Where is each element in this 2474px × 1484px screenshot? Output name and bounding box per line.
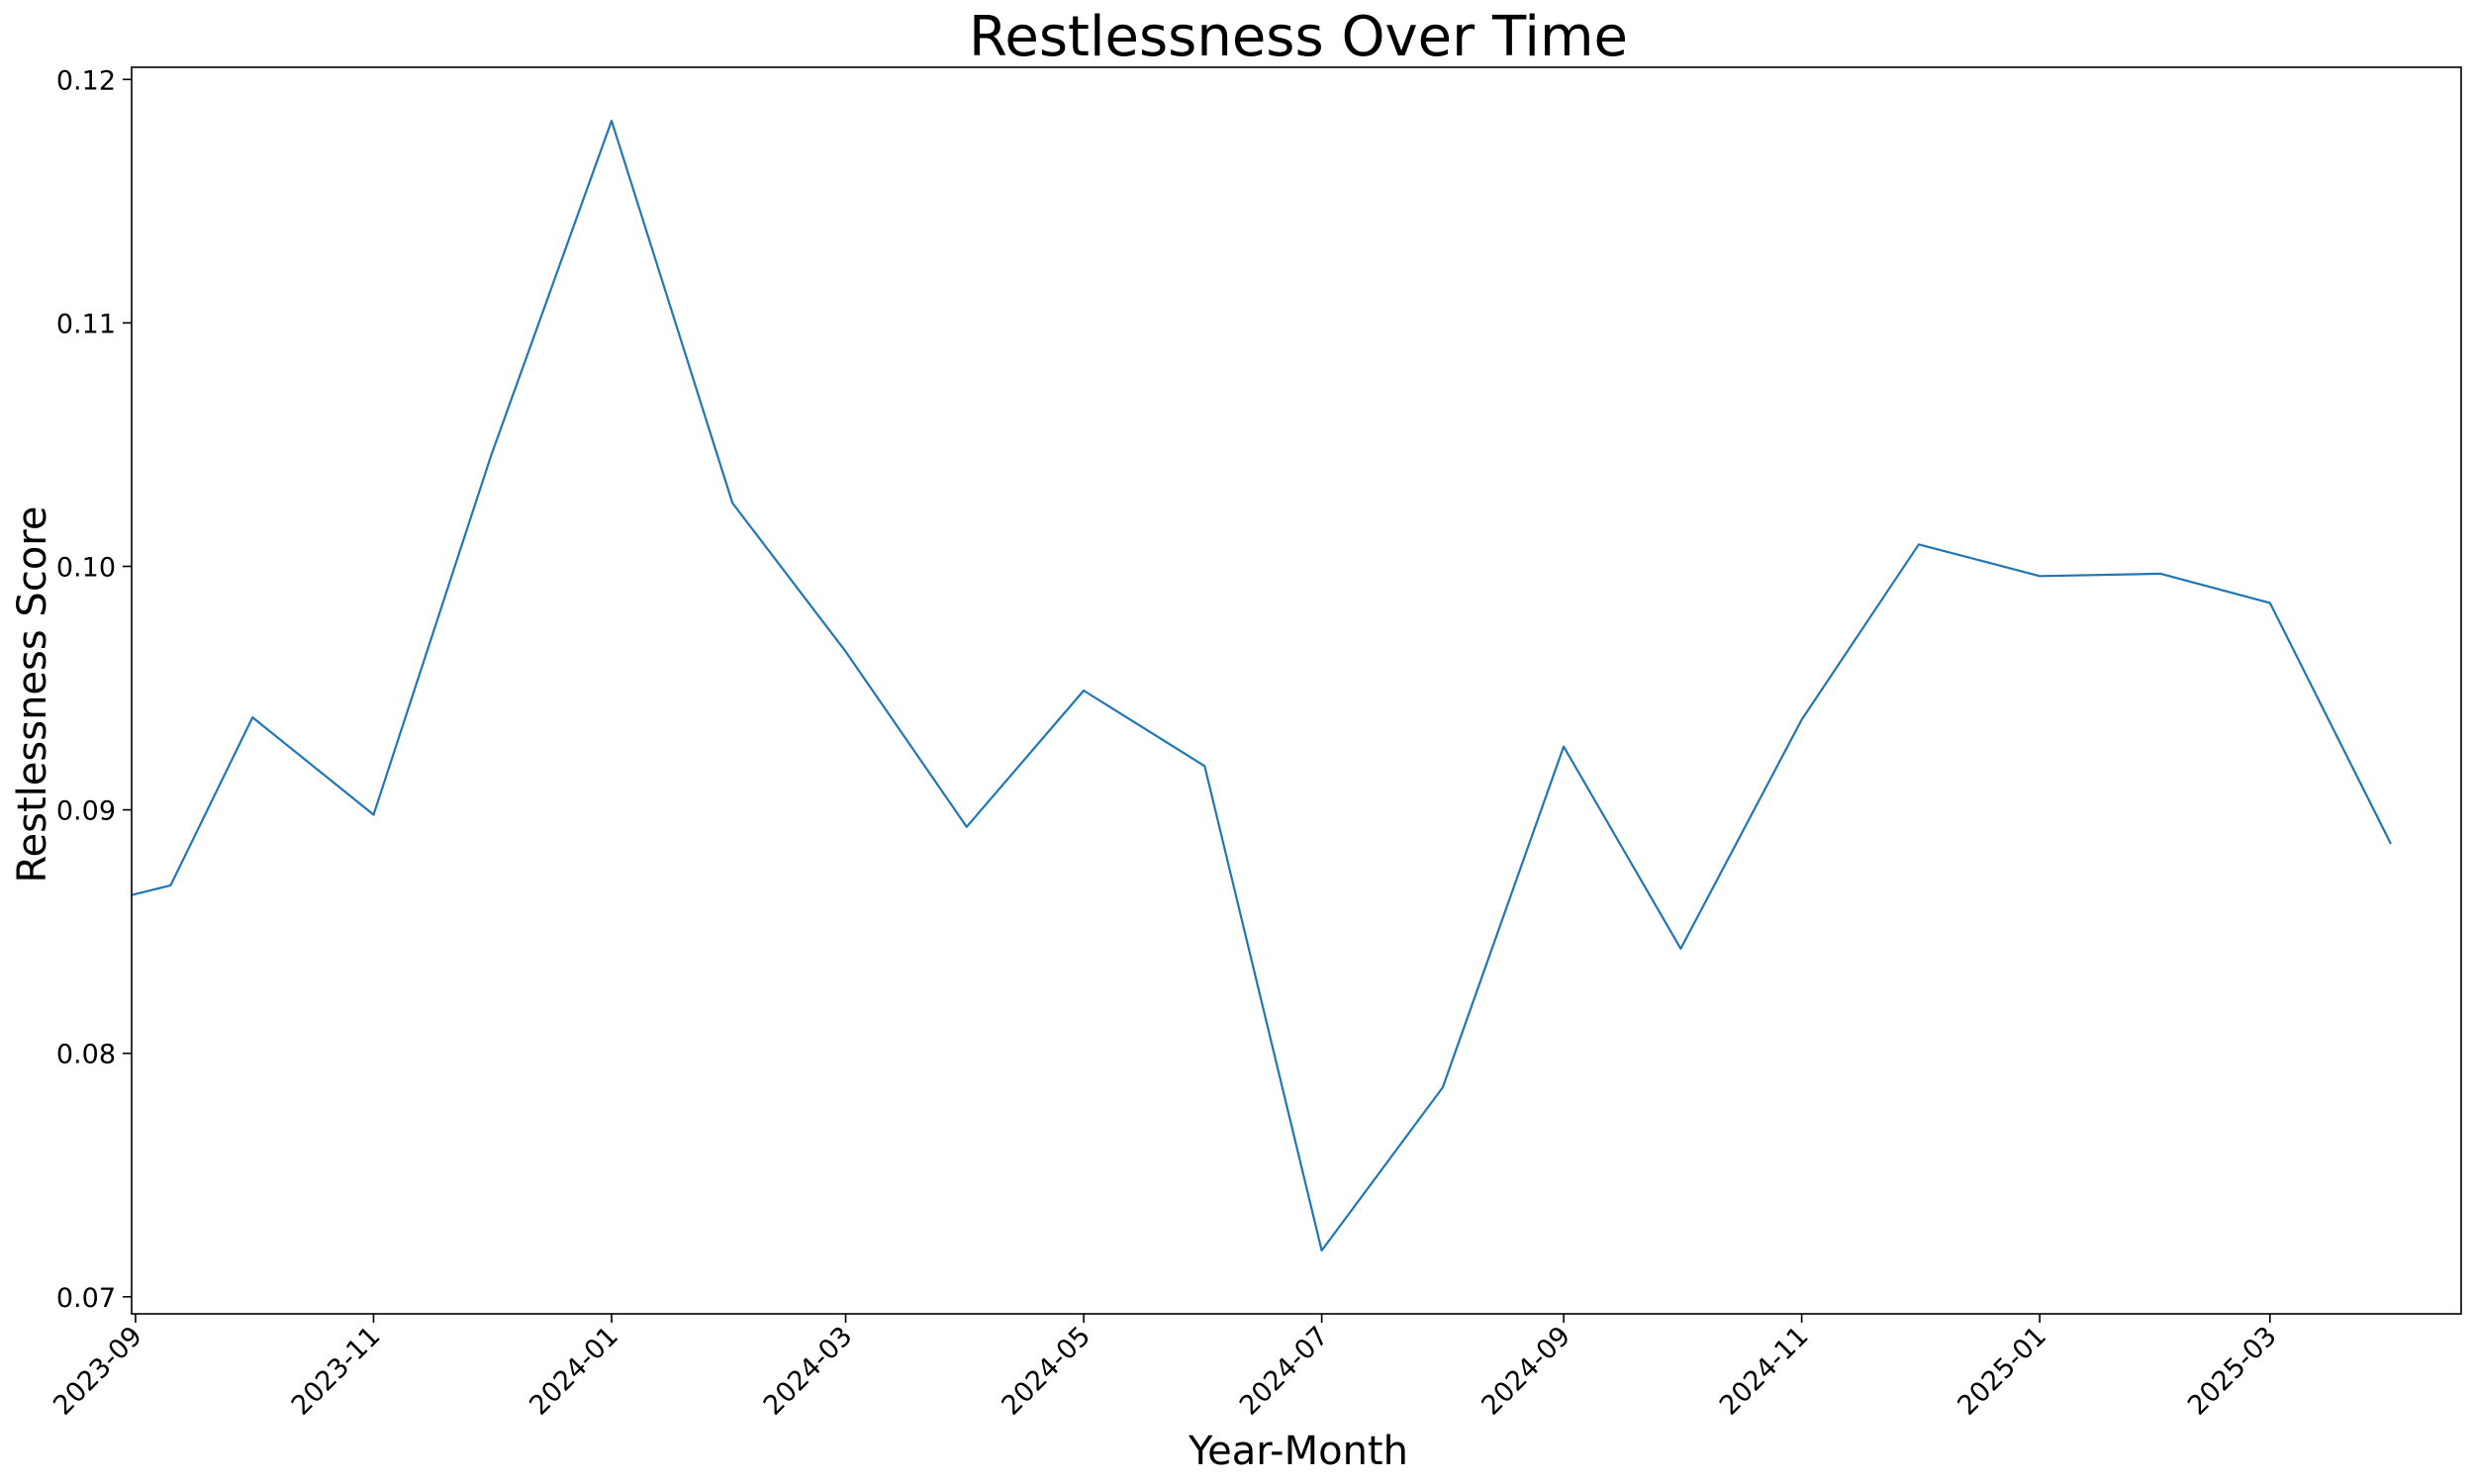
x-tick-label: 2024-07 xyxy=(1234,1321,1335,1422)
y-tick-label: 0.09 xyxy=(56,796,116,827)
y-tick-label: 0.11 xyxy=(56,309,116,339)
x-tick-label: 2024-09 xyxy=(1475,1321,1576,1422)
x-tick-label: 2024-01 xyxy=(523,1321,624,1422)
x-tick-label: 2024-11 xyxy=(1714,1321,1815,1422)
x-tick-label: 2024-05 xyxy=(996,1321,1096,1422)
x-axis-label: Year-Month xyxy=(1188,1429,1408,1474)
y-axis: 0.07 0.08 0.09 0.10 0.11 0.12 xyxy=(56,65,132,1314)
x-tick-label: 2025-03 xyxy=(2182,1321,2283,1422)
data-points xyxy=(131,121,2392,1252)
y-tick-label: 0.10 xyxy=(56,552,116,583)
x-tick-label: 2024-03 xyxy=(758,1321,859,1422)
plot-frame xyxy=(131,66,2462,1315)
x-tick-label: 2023-11 xyxy=(286,1321,387,1422)
series-line xyxy=(131,120,2392,1252)
y-tick-label: 0.12 xyxy=(56,65,116,96)
x-axis: 2023-09 2023-11 2024-01 2024-03 2024-05 2024-… xyxy=(48,1314,2283,1422)
x-tick-label: 2023-09 xyxy=(48,1321,148,1422)
y-axis-label: Restlessness Score xyxy=(10,507,55,883)
y-tick-label: 0.07 xyxy=(56,1283,116,1314)
chart-title: Restlessness Over Time xyxy=(969,5,1628,69)
x-tick-label: 2025-01 xyxy=(1951,1321,2052,1422)
y-tick-label: 0.08 xyxy=(56,1040,116,1070)
